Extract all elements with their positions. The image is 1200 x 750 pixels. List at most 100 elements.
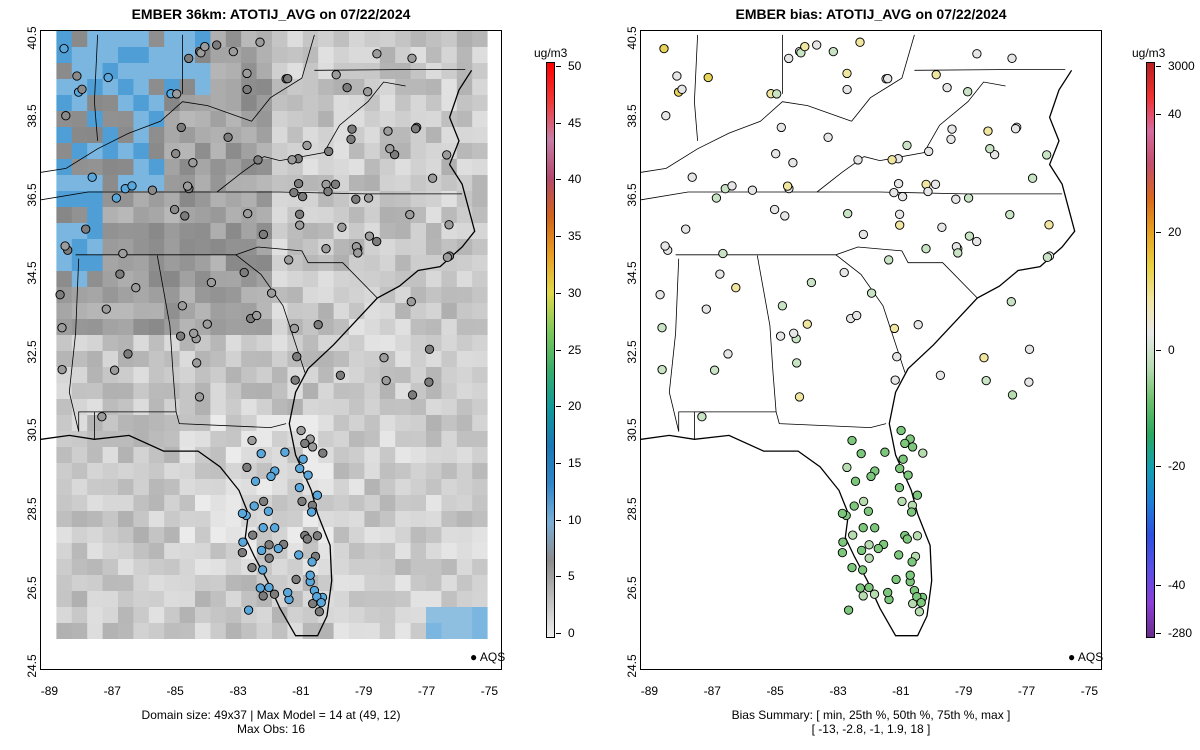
grid-cell [87,559,104,576]
grid-cell [302,255,319,272]
grid-cell [210,47,227,64]
grid-cell [349,367,365,384]
aqs-site-marker [858,496,869,507]
grid-cell [349,335,365,352]
grid-cell [410,143,427,160]
grid-cell [272,223,288,240]
grid-cell [210,463,227,480]
grid-cell [133,319,150,336]
grid-cell [318,655,335,669]
grid-cell [395,159,412,176]
colorbar-tick-label: 50 [568,59,582,73]
grid-cell [41,111,57,128]
grid-cell [472,143,489,160]
y-tick-label: 24.5 [625,654,639,678]
grid-cell [256,63,273,80]
grid-cell [426,559,442,576]
grid-cell [379,79,396,96]
grid-cell [395,431,412,448]
grid-cell [333,591,350,608]
grid-cell [287,239,304,256]
grid-cell [225,607,242,624]
grid-cell [379,207,396,224]
aqs-site-marker [931,70,941,80]
state-border [694,411,887,429]
grid-cell [56,415,73,432]
grid-cell [364,607,381,624]
grid-cell [379,239,396,256]
grid-cell [148,431,165,448]
grid-cell [179,191,196,208]
aqs-site-marker [97,412,107,422]
grid-cell [349,95,365,112]
grid-cell [395,383,412,400]
grid-cell [426,191,442,208]
grid-cell [318,47,335,64]
grid-cell [41,607,57,624]
grid-cell [379,559,396,576]
aqs-site-marker [858,523,868,533]
aqs-site-marker [255,583,265,593]
grid-cell [148,47,165,64]
aqs-site-marker [212,40,222,50]
grid-cell [71,111,88,128]
y-tick-label: 34.5 [25,261,39,286]
grid-cell [272,111,288,128]
colorbar-tick-label: 15 [568,455,582,470]
grid-cell [102,143,119,160]
grid-cell [179,255,196,272]
grid-cell [102,95,119,112]
y-tick-label: 26.5 [25,575,39,600]
grid-cell [256,607,273,624]
grid-cell [272,367,288,384]
grid-cell [41,639,57,656]
grid-cell [71,95,88,112]
grid-cell [441,303,458,320]
grid-cell [441,463,458,480]
grid-cell [225,559,242,576]
aqs-site-marker [200,41,210,52]
grid-cell [195,639,211,656]
grid-cell [195,95,211,112]
grid-cell [241,399,258,416]
grid-cell [56,351,73,368]
grid-cell [87,159,104,176]
grid-cell [256,111,273,128]
grid-cell [487,415,501,432]
aqs-site-marker [61,111,71,121]
grid-cell [41,351,57,368]
grid-cell [349,431,365,448]
grid-cell [472,367,489,384]
grid-cell [179,31,196,48]
grid-cell [225,527,242,544]
aqs-site-marker [890,375,900,385]
grid-cell [487,383,501,400]
aqs-site-marker [249,501,259,511]
aqs-site-marker [914,607,925,617]
grid-cell [349,591,365,608]
grid-cell [210,655,227,669]
grid-cell [302,239,319,256]
aqs-site-marker [946,134,956,144]
grid-cell [87,463,104,480]
grid-cell [56,159,73,176]
grid-cell [349,447,365,464]
grid-cell [179,287,196,304]
grid-cell [395,95,412,112]
grid-cell [87,623,104,640]
grid-cell [395,623,412,640]
grid-cell [379,415,396,432]
grid-cell [102,559,119,576]
grid-cell [256,95,273,112]
grid-cell [148,143,165,160]
grid-cell [225,575,242,592]
grid-cell [71,447,88,464]
grid-cell [456,591,473,608]
grid-cell [256,255,273,272]
grid-cell [410,463,427,480]
grid-cell [318,431,335,448]
grid-cell [456,495,473,512]
grid-cell [102,207,119,224]
grid-cell [241,447,258,464]
grid-cell [456,127,473,144]
